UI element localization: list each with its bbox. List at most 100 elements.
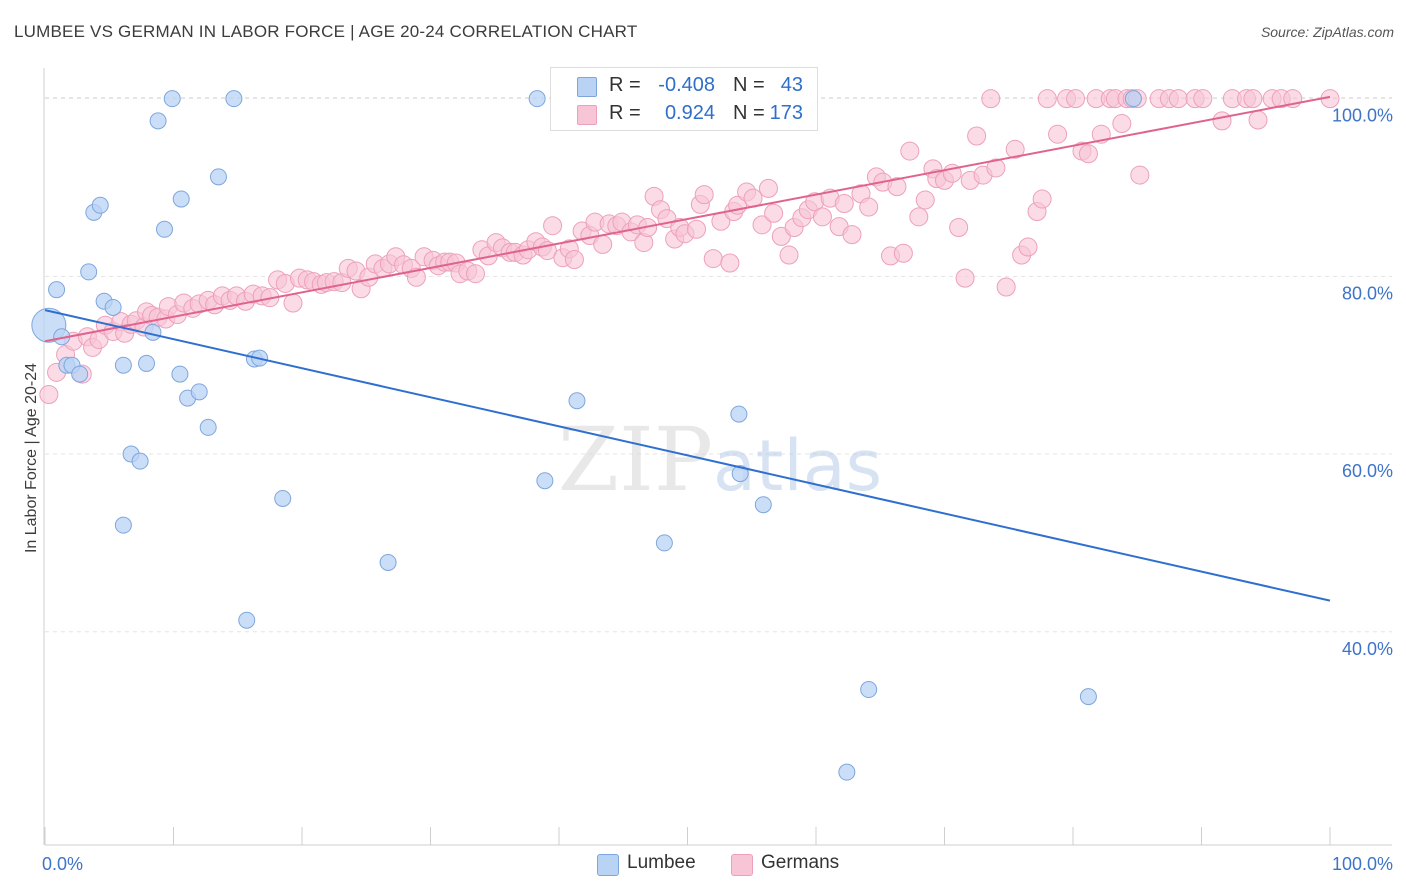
germans-point: [283, 293, 303, 313]
germans-point: [703, 249, 723, 269]
germans-point: [39, 385, 59, 405]
legend-row-germans: R = 0.924 N = 173: [551, 100, 817, 128]
y-axis-tick-labels: 40.0% 60.0% 80.0% 100.0%: [1332, 106, 1393, 659]
germans-point: [694, 185, 714, 205]
germans-point: [1037, 89, 1057, 109]
germans-point: [893, 243, 913, 263]
germans-point: [764, 203, 784, 223]
germans-point: [812, 207, 832, 227]
germans-point: [758, 178, 778, 198]
y-tick-label: 100.0%: [1332, 106, 1393, 126]
lumbee-point: [238, 611, 256, 629]
lumbee-point: [80, 263, 98, 281]
germans-point: [1112, 114, 1132, 134]
r-label: R =: [609, 74, 641, 96]
germans-point: [842, 225, 862, 245]
germans-point: [1048, 124, 1068, 144]
lumbee-point: [225, 90, 243, 108]
lumbee-point: [91, 196, 109, 214]
lumbee-point: [156, 220, 174, 238]
germans-point: [406, 267, 426, 287]
correlation-legend: R = -0.408 N = 43 R = 0.924 N = 173: [550, 67, 818, 131]
lumbee-point: [379, 553, 397, 571]
lumbee-point: [274, 489, 292, 507]
germans-point: [686, 219, 706, 239]
lumbee-point: [655, 534, 673, 552]
x-axis-ticks: [44, 827, 1331, 845]
germans-point: [543, 216, 563, 236]
lumbee-swatch: [577, 77, 597, 97]
lumbee-point: [754, 496, 772, 514]
germans-point: [1066, 89, 1086, 109]
lumbee-point: [131, 452, 149, 470]
gridlines: [45, 97, 1392, 633]
germans-point: [967, 126, 987, 146]
axes: [43, 68, 1392, 846]
germans-point: [915, 190, 935, 210]
watermark: ZIPatlas: [558, 408, 882, 511]
germans-swatch: [577, 105, 597, 125]
lumbee-trend-line: [44, 309, 1331, 602]
germans-point: [981, 89, 1001, 109]
germans-point: [1248, 110, 1268, 130]
n-label: N =: [733, 102, 765, 124]
watermark-zip: ZIP: [558, 408, 713, 511]
germans-point: [465, 264, 485, 284]
source-credit: Source: ZipAtlas.com: [1260, 24, 1394, 40]
lumbee-point: [730, 405, 748, 423]
germans-point: [1005, 139, 1025, 159]
lumbee-point: [199, 418, 217, 436]
y-tick-label: 80.0%: [1342, 283, 1393, 303]
germans-point: [949, 217, 969, 237]
lumbee-point: [860, 681, 878, 699]
germans-point: [887, 177, 907, 197]
lumbee-point: [138, 354, 156, 372]
lumbee-point: [568, 392, 586, 410]
germans-point: [1078, 144, 1098, 164]
lumbee-point: [114, 516, 132, 534]
lumbee-point: [172, 190, 190, 208]
germans-point: [1168, 89, 1188, 109]
x-tick-label-min: 0.0%: [42, 854, 83, 874]
lumbee-point: [190, 383, 208, 401]
germans-point: [986, 158, 1006, 178]
r-label: R =: [609, 102, 641, 124]
lumbee-point: [536, 472, 554, 490]
lumbee-point: [104, 298, 122, 316]
lumbee-point: [149, 112, 167, 130]
germans-point: [1193, 89, 1213, 109]
germans-point: [1018, 237, 1038, 257]
lumbee-point: [209, 168, 227, 186]
germans-point: [564, 249, 584, 269]
lumbee-point: [731, 465, 749, 483]
germans-point: [720, 253, 740, 273]
germans-point: [752, 215, 772, 235]
lumbee-point: [163, 90, 181, 108]
chart-title: LUMBEE VS GERMAN IN LABOR FORCE | AGE 20…: [14, 22, 638, 41]
lumbee-points: [31, 90, 1142, 781]
germans-point: [955, 268, 975, 288]
germans-points: [39, 89, 1340, 405]
y-tick-label: 60.0%: [1342, 461, 1393, 481]
lumbee-point: [528, 90, 546, 108]
germans-point: [996, 277, 1016, 297]
germans-point: [834, 193, 854, 213]
n-value: 173: [769, 102, 803, 124]
lumbee-legend-label: Lumbee: [627, 852, 696, 873]
lumbee-legend-swatch: [597, 854, 619, 876]
germans-point: [900, 141, 920, 161]
lumbee-point: [171, 365, 189, 383]
n-label: N =: [733, 74, 765, 96]
lumbee-point: [1079, 688, 1097, 706]
lumbee-point: [48, 281, 66, 299]
lumbee-point: [838, 763, 856, 781]
lumbee-point: [71, 365, 89, 383]
germans-legend-label: Germans: [761, 852, 840, 873]
germans-point: [1243, 89, 1263, 109]
y-axis-label: In Labor Force | Age 20-24: [23, 362, 40, 554]
legend-row-lumbee: R = -0.408 N = 43: [551, 72, 817, 100]
lumbee-point: [114, 356, 132, 374]
y-tick-label: 40.0%: [1342, 639, 1393, 659]
germans-point: [1032, 189, 1052, 209]
